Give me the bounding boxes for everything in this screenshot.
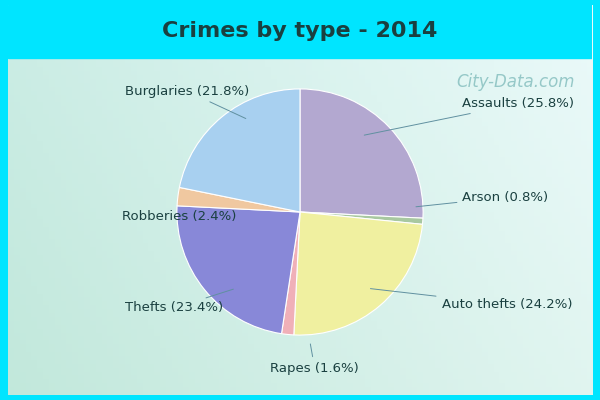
Bar (8, 5, 592, 58)
Wedge shape (300, 89, 423, 218)
Text: Thefts (23.4%): Thefts (23.4%) (125, 289, 233, 314)
Wedge shape (179, 89, 300, 212)
Wedge shape (300, 212, 423, 224)
Text: Auto thefts (24.2%): Auto thefts (24.2%) (370, 289, 572, 311)
Text: Rapes (1.6%): Rapes (1.6%) (271, 344, 359, 375)
Wedge shape (294, 212, 422, 335)
Text: City-Data.com: City-Data.com (456, 73, 575, 91)
Text: Burglaries (21.8%): Burglaries (21.8%) (125, 85, 250, 118)
Wedge shape (177, 206, 300, 334)
Text: Assaults (25.8%): Assaults (25.8%) (364, 97, 574, 135)
Wedge shape (281, 212, 300, 335)
Text: Arson (0.8%): Arson (0.8%) (416, 191, 548, 207)
Wedge shape (177, 188, 300, 212)
Text: Crimes by type - 2014: Crimes by type - 2014 (163, 22, 437, 42)
Text: Robberies (2.4%): Robberies (2.4%) (122, 210, 236, 224)
